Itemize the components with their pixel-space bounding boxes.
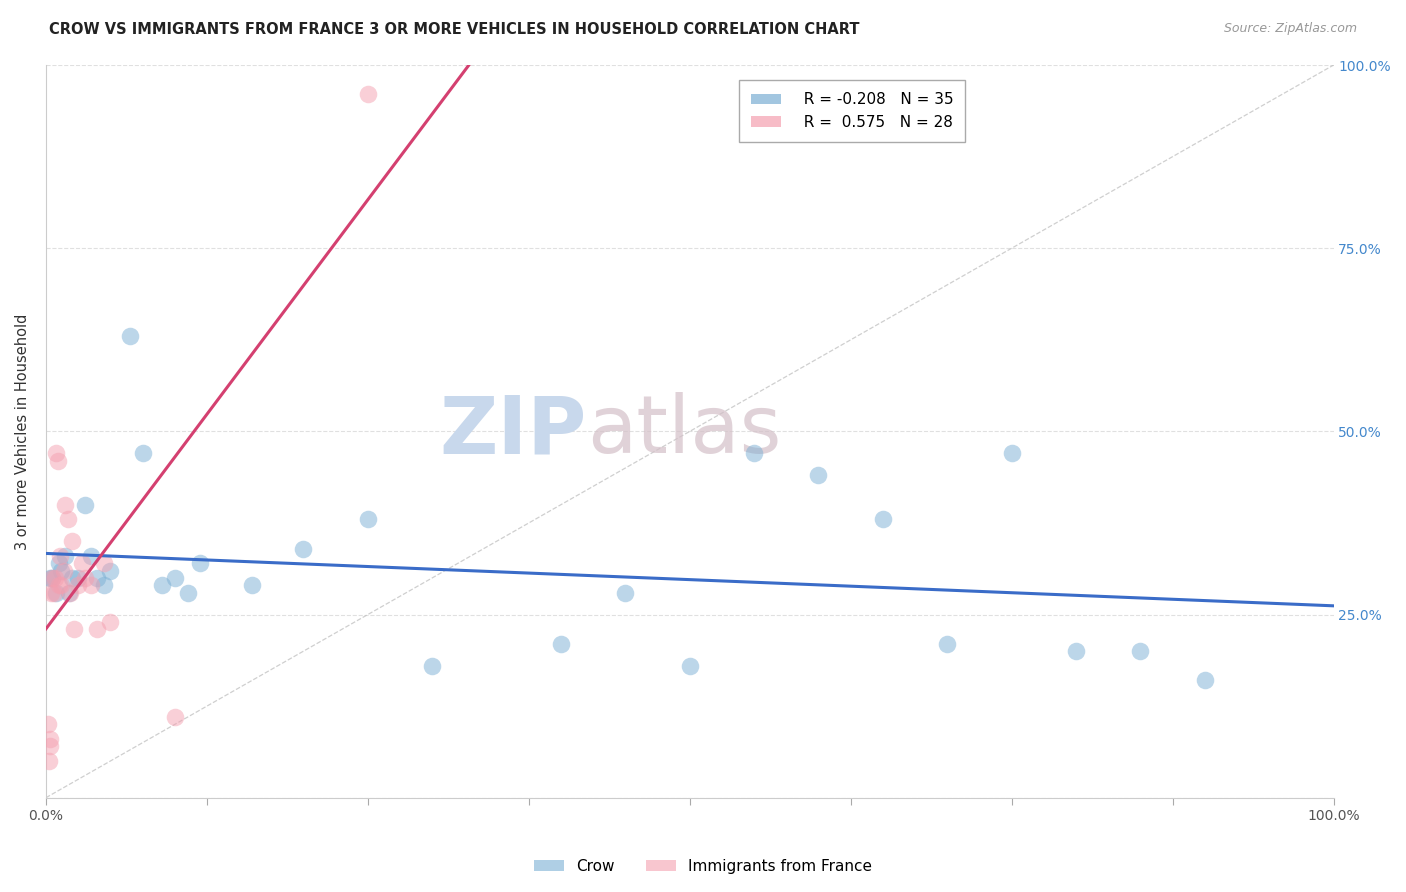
Y-axis label: 3 or more Vehicles in Household: 3 or more Vehicles in Household bbox=[15, 313, 30, 549]
Point bbox=[46, 453, 69, 467]
Point bbox=[190, 556, 212, 570]
Legend:   R = -0.208   N = 35,   R =  0.575   N = 28: R = -0.208 N = 35, R = 0.575 N = 28 bbox=[738, 80, 966, 142]
Point bbox=[73, 498, 96, 512]
Point bbox=[872, 512, 894, 526]
Point bbox=[163, 571, 186, 585]
Text: CROW VS IMMIGRANTS FROM FRANCE 3 OR MORE VEHICLES IN HOUSEHOLD CORRELATION CHART: CROW VS IMMIGRANTS FROM FRANCE 3 OR MORE… bbox=[49, 22, 859, 37]
Point bbox=[51, 564, 73, 578]
Point bbox=[49, 549, 72, 563]
Point bbox=[73, 571, 96, 585]
Point bbox=[80, 549, 103, 563]
Point bbox=[292, 541, 315, 556]
Point bbox=[38, 754, 60, 768]
Point bbox=[86, 622, 108, 636]
Point bbox=[98, 564, 121, 578]
Point bbox=[38, 571, 60, 585]
Point bbox=[1129, 644, 1152, 658]
Point bbox=[1064, 644, 1087, 658]
Point bbox=[51, 578, 73, 592]
Point bbox=[357, 87, 380, 102]
Point bbox=[131, 446, 153, 460]
Point bbox=[240, 578, 263, 592]
Point bbox=[53, 564, 76, 578]
Text: ZIP: ZIP bbox=[440, 392, 586, 470]
Point bbox=[60, 571, 83, 585]
Point bbox=[118, 329, 141, 343]
Point bbox=[150, 578, 173, 592]
Point bbox=[80, 578, 103, 592]
Point bbox=[59, 585, 82, 599]
Point bbox=[420, 658, 443, 673]
Point bbox=[1001, 446, 1024, 460]
Point bbox=[56, 512, 79, 526]
Point bbox=[936, 637, 959, 651]
Text: atlas: atlas bbox=[586, 392, 782, 470]
Point bbox=[60, 534, 83, 549]
Point bbox=[742, 446, 765, 460]
Point bbox=[42, 585, 65, 599]
Point bbox=[39, 585, 62, 599]
Point bbox=[163, 710, 186, 724]
Point bbox=[679, 658, 702, 673]
Point bbox=[53, 498, 76, 512]
Point bbox=[67, 578, 90, 592]
Point bbox=[807, 468, 830, 483]
Point bbox=[41, 571, 63, 585]
Point bbox=[41, 571, 63, 585]
Text: Source: ZipAtlas.com: Source: ZipAtlas.com bbox=[1223, 22, 1357, 36]
Legend: Crow, Immigrants from France: Crow, Immigrants from France bbox=[527, 853, 879, 880]
Point bbox=[38, 739, 60, 754]
Point bbox=[98, 615, 121, 629]
Point bbox=[63, 622, 86, 636]
Point bbox=[93, 578, 115, 592]
Point bbox=[48, 578, 70, 592]
Point bbox=[45, 585, 67, 599]
Point bbox=[48, 556, 70, 570]
Point bbox=[70, 556, 93, 570]
Point bbox=[550, 637, 572, 651]
Point bbox=[93, 556, 115, 570]
Point bbox=[53, 549, 76, 563]
Point bbox=[39, 732, 62, 747]
Point bbox=[45, 446, 67, 460]
Point bbox=[44, 571, 66, 585]
Point bbox=[58, 585, 80, 599]
Point bbox=[1194, 673, 1216, 688]
Point bbox=[37, 717, 59, 731]
Point bbox=[67, 571, 90, 585]
Point bbox=[357, 512, 380, 526]
Point bbox=[86, 571, 108, 585]
Point bbox=[614, 585, 637, 599]
Point bbox=[176, 585, 198, 599]
